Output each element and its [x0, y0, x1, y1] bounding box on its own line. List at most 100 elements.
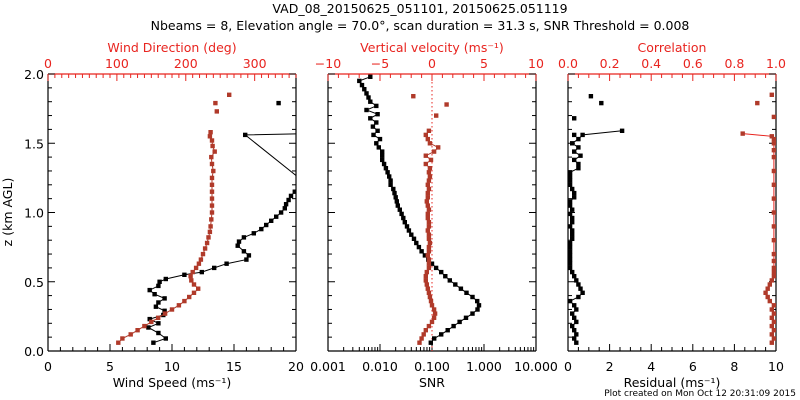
x-tick-label: 20 — [288, 359, 304, 374]
wind-direction-point — [176, 303, 182, 308]
x-axis-label: Wind Speed (ms⁻¹) — [113, 375, 232, 390]
wind-speed-point — [163, 276, 168, 282]
residual-point — [568, 170, 573, 175]
correlation-point — [771, 238, 776, 243]
residual-point — [568, 174, 573, 179]
correlation-point — [771, 251, 776, 257]
wind-speed-point — [251, 231, 256, 236]
snr-point — [381, 161, 387, 167]
vertical-velocity-point — [423, 328, 428, 333]
snr-point — [380, 149, 385, 154]
vertical-velocity-point — [425, 228, 430, 233]
residual-point — [572, 274, 577, 279]
residual-point — [572, 328, 577, 333]
snr-point — [392, 190, 397, 196]
x-tick-label: 6 — [689, 359, 697, 374]
snr-point — [374, 103, 379, 109]
snr-point — [364, 91, 369, 96]
correlation-point — [771, 224, 776, 229]
wind-speed-point — [156, 330, 161, 336]
wind-speed-point — [224, 261, 229, 266]
vertical-velocity-point — [421, 332, 426, 337]
residual-point — [568, 261, 573, 266]
residual-point — [570, 232, 575, 237]
panel-snr: 0.001 0.010 0.100 1.000 10.000 SNR −10 −5 0 5 10 Ve… — [310, 40, 558, 390]
wind-direction-point — [196, 261, 202, 266]
x-tick-label: 0.100 — [414, 359, 450, 374]
top-x-axis-label: Correlation — [638, 40, 707, 55]
correlation-point — [767, 282, 772, 287]
residual-point — [574, 307, 579, 312]
vertical-velocity-point — [425, 190, 430, 196]
vertical-velocity-point — [426, 236, 432, 241]
snr-point — [416, 244, 422, 250]
vertical-velocity-point — [425, 253, 430, 258]
vertical-velocity-point — [427, 174, 433, 179]
wind-direction-point — [211, 168, 216, 174]
residual-point — [568, 224, 573, 229]
residual-point — [570, 220, 575, 225]
residual-point — [568, 178, 573, 183]
wind-speed-point — [162, 308, 167, 313]
wind-direction-point — [193, 265, 199, 271]
correlation-point — [771, 265, 776, 271]
x-axis-label: SNR — [419, 375, 445, 390]
series-group — [116, 92, 310, 345]
residual-point — [576, 166, 581, 171]
snr-point — [393, 195, 398, 200]
vertical-velocity-point — [423, 161, 428, 167]
vertical-velocity-isolated-point — [434, 113, 439, 118]
residual-top-point — [572, 132, 577, 138]
correlation-point — [771, 210, 776, 215]
snr-point — [374, 141, 379, 146]
vertical-velocity-point — [426, 128, 432, 133]
wind-direction-isolated-point — [227, 92, 232, 97]
vertical-velocity-point — [429, 303, 435, 308]
top-x-tick-label: 1.0 — [766, 56, 786, 71]
snr-point — [401, 215, 406, 221]
snr-point — [447, 278, 452, 283]
wind-direction-point — [149, 319, 154, 325]
top-x-tick-label: −10 — [315, 56, 341, 71]
x-tick-label: 0.010 — [362, 359, 398, 374]
snr-point — [439, 269, 444, 275]
residual-point — [574, 332, 579, 337]
y-tick-label: 0.5 — [24, 275, 44, 290]
snr-point — [475, 307, 480, 312]
wind-speed-point — [147, 287, 152, 293]
snr-point — [463, 315, 469, 320]
wind-direction-point — [204, 240, 210, 246]
snr-point — [443, 274, 448, 279]
wind-direction-point — [209, 161, 215, 167]
wind-direction-point — [206, 235, 211, 240]
vertical-velocity-point — [431, 315, 437, 320]
top-x-tick-label: −5 — [371, 56, 389, 71]
wind-direction-point — [128, 332, 133, 337]
vertical-velocity-point — [426, 224, 432, 229]
vertical-velocity-point — [427, 294, 433, 300]
x-tick-label: 10.000 — [514, 359, 558, 374]
wind-direction-point — [120, 336, 125, 341]
residual-point — [568, 253, 573, 258]
series-group — [568, 92, 776, 345]
wind-speed-point — [306, 131, 310, 135]
residual-point — [568, 211, 573, 217]
wind-speed-point — [162, 296, 167, 301]
vertical-velocity-point — [432, 311, 438, 316]
top-x-tick-label: 0.0 — [558, 56, 578, 71]
wind-speed-point — [244, 257, 249, 262]
wind-speed-point — [152, 292, 157, 297]
residual-point — [572, 149, 577, 154]
wind-direction-point — [209, 175, 215, 181]
vertical-velocity-point — [419, 336, 424, 341]
snr-point — [464, 290, 469, 295]
wind-direction-point — [210, 143, 215, 149]
correlation-point — [771, 269, 776, 275]
wind-speed-point — [264, 222, 269, 228]
snr-point — [368, 116, 373, 121]
wind-speed-point — [278, 210, 284, 215]
wind-speed-point — [147, 316, 152, 322]
figure-title-line1: VAD_08_20150625_051101, 20150625.051119 — [272, 1, 567, 16]
vertical-velocity-point — [426, 170, 432, 175]
correlation-point — [771, 154, 776, 160]
